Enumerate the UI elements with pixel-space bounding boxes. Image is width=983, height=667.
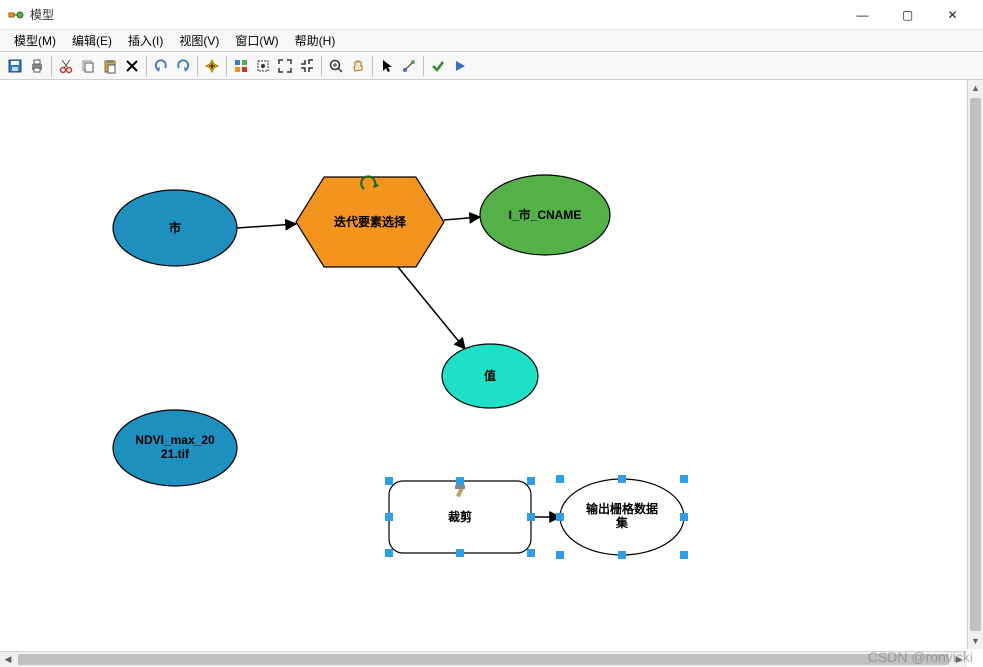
toolbar-sep — [321, 56, 322, 76]
node-cname[interactable]: I_市_CNAME — [480, 175, 610, 255]
scroll-right-icon[interactable]: ▶ — [951, 652, 967, 667]
run-icon[interactable] — [449, 55, 471, 77]
node-clip[interactable]: 裁剪 — [385, 477, 535, 557]
toolbar-sep — [423, 56, 424, 76]
menu-insert[interactable]: 插入(I) — [120, 30, 171, 51]
minimize-button[interactable]: — — [840, 0, 885, 30]
selection-handle[interactable] — [527, 477, 535, 485]
toolbar-sep — [226, 56, 227, 76]
menu-window[interactable]: 窗口(W) — [227, 30, 286, 51]
edge[interactable] — [444, 217, 480, 220]
selection-handle[interactable] — [680, 513, 688, 521]
add-icon[interactable] — [201, 55, 223, 77]
selection-handle[interactable] — [556, 513, 564, 521]
node-label: I_市_CNAME — [509, 207, 582, 222]
cut-icon[interactable] — [55, 55, 77, 77]
full-extent-icon[interactable] — [252, 55, 274, 77]
zoom-out-full-icon[interactable] — [296, 55, 318, 77]
edge[interactable] — [237, 224, 296, 228]
menu-view[interactable]: 视图(V) — [171, 30, 227, 51]
validate-icon[interactable] — [427, 55, 449, 77]
scroll-thumb-v[interactable] — [970, 98, 981, 631]
selection-handle[interactable] — [527, 513, 535, 521]
redo-icon[interactable] — [172, 55, 194, 77]
selection-handle[interactable] — [680, 551, 688, 559]
scroll-down-icon[interactable]: ▼ — [968, 633, 983, 649]
selection-handle[interactable] — [385, 549, 393, 557]
pan-icon[interactable] — [347, 55, 369, 77]
node-value[interactable]: 值 — [442, 344, 538, 408]
menu-help[interactable]: 帮助(H) — [287, 30, 344, 51]
model-canvas[interactable]: 市 迭代要素选择 I_市_CNAME 值 NDVI_max_2021.tif 裁剪 输出栅格… — [0, 80, 967, 649]
vertical-scrollbar[interactable]: ▲ ▼ — [967, 80, 983, 649]
selection-handle[interactable] — [680, 475, 688, 483]
zoom-in-icon[interactable] — [325, 55, 347, 77]
scroll-left-icon[interactable]: ◀ — [0, 652, 16, 667]
node-label: 市 — [169, 220, 181, 235]
menubar: 模型(M) 编辑(E) 插入(I) 视图(V) 窗口(W) 帮助(H) — [0, 30, 983, 52]
node-output[interactable]: 输出栅格数据集 — [556, 475, 688, 559]
titlebar: 模型 — ▢ ✕ — [0, 0, 983, 30]
toolbar — [0, 52, 983, 80]
selection-handle[interactable] — [385, 477, 393, 485]
window-controls: — ▢ ✕ — [840, 0, 975, 30]
menu-model[interactable]: 模型(M) — [6, 30, 64, 51]
selection-handle[interactable] — [456, 549, 464, 557]
close-button[interactable]: ✕ — [930, 0, 975, 30]
node-shi[interactable]: 市 — [113, 190, 237, 266]
select-icon[interactable] — [376, 55, 398, 77]
toolbar-sep — [372, 56, 373, 76]
node-label: 值 — [484, 368, 496, 383]
app-icon — [8, 7, 24, 23]
connect-icon[interactable] — [398, 55, 420, 77]
node-ndvi[interactable]: NDVI_max_2021.tif — [113, 410, 237, 486]
window-title: 模型 — [30, 6, 840, 23]
paste-icon[interactable] — [99, 55, 121, 77]
scroll-thumb-h[interactable] — [18, 654, 949, 665]
selection-handle[interactable] — [556, 475, 564, 483]
selection-handle[interactable] — [618, 551, 626, 559]
node-label: 迭代要素选择 — [334, 214, 407, 229]
node-label: 裁剪 — [448, 509, 472, 524]
selection-handle[interactable] — [456, 477, 464, 485]
selection-handle[interactable] — [618, 475, 626, 483]
maximize-button[interactable]: ▢ — [885, 0, 930, 30]
save-icon[interactable] — [4, 55, 26, 77]
menu-edit[interactable]: 编辑(E) — [64, 30, 120, 51]
zoom-in-full-icon[interactable] — [274, 55, 296, 77]
selection-handle[interactable] — [527, 549, 535, 557]
copy-icon[interactable] — [77, 55, 99, 77]
horizontal-scrollbar[interactable]: ◀ ▶ — [0, 651, 967, 667]
autolayout-icon[interactable] — [230, 55, 252, 77]
edge[interactable] — [398, 267, 465, 349]
toolbar-sep — [146, 56, 147, 76]
toolbar-sep — [197, 56, 198, 76]
print-icon[interactable] — [26, 55, 48, 77]
canvas-wrap: 市 迭代要素选择 I_市_CNAME 值 NDVI_max_2021.tif 裁剪 输出栅格… — [0, 80, 983, 649]
selection-handle[interactable] — [556, 551, 564, 559]
toolbar-sep — [51, 56, 52, 76]
delete-icon[interactable] — [121, 55, 143, 77]
selection-handle[interactable] — [385, 513, 393, 521]
scroll-up-icon[interactable]: ▲ — [968, 80, 983, 96]
node-iter[interactable]: 迭代要素选择 — [296, 176, 444, 267]
undo-icon[interactable] — [150, 55, 172, 77]
